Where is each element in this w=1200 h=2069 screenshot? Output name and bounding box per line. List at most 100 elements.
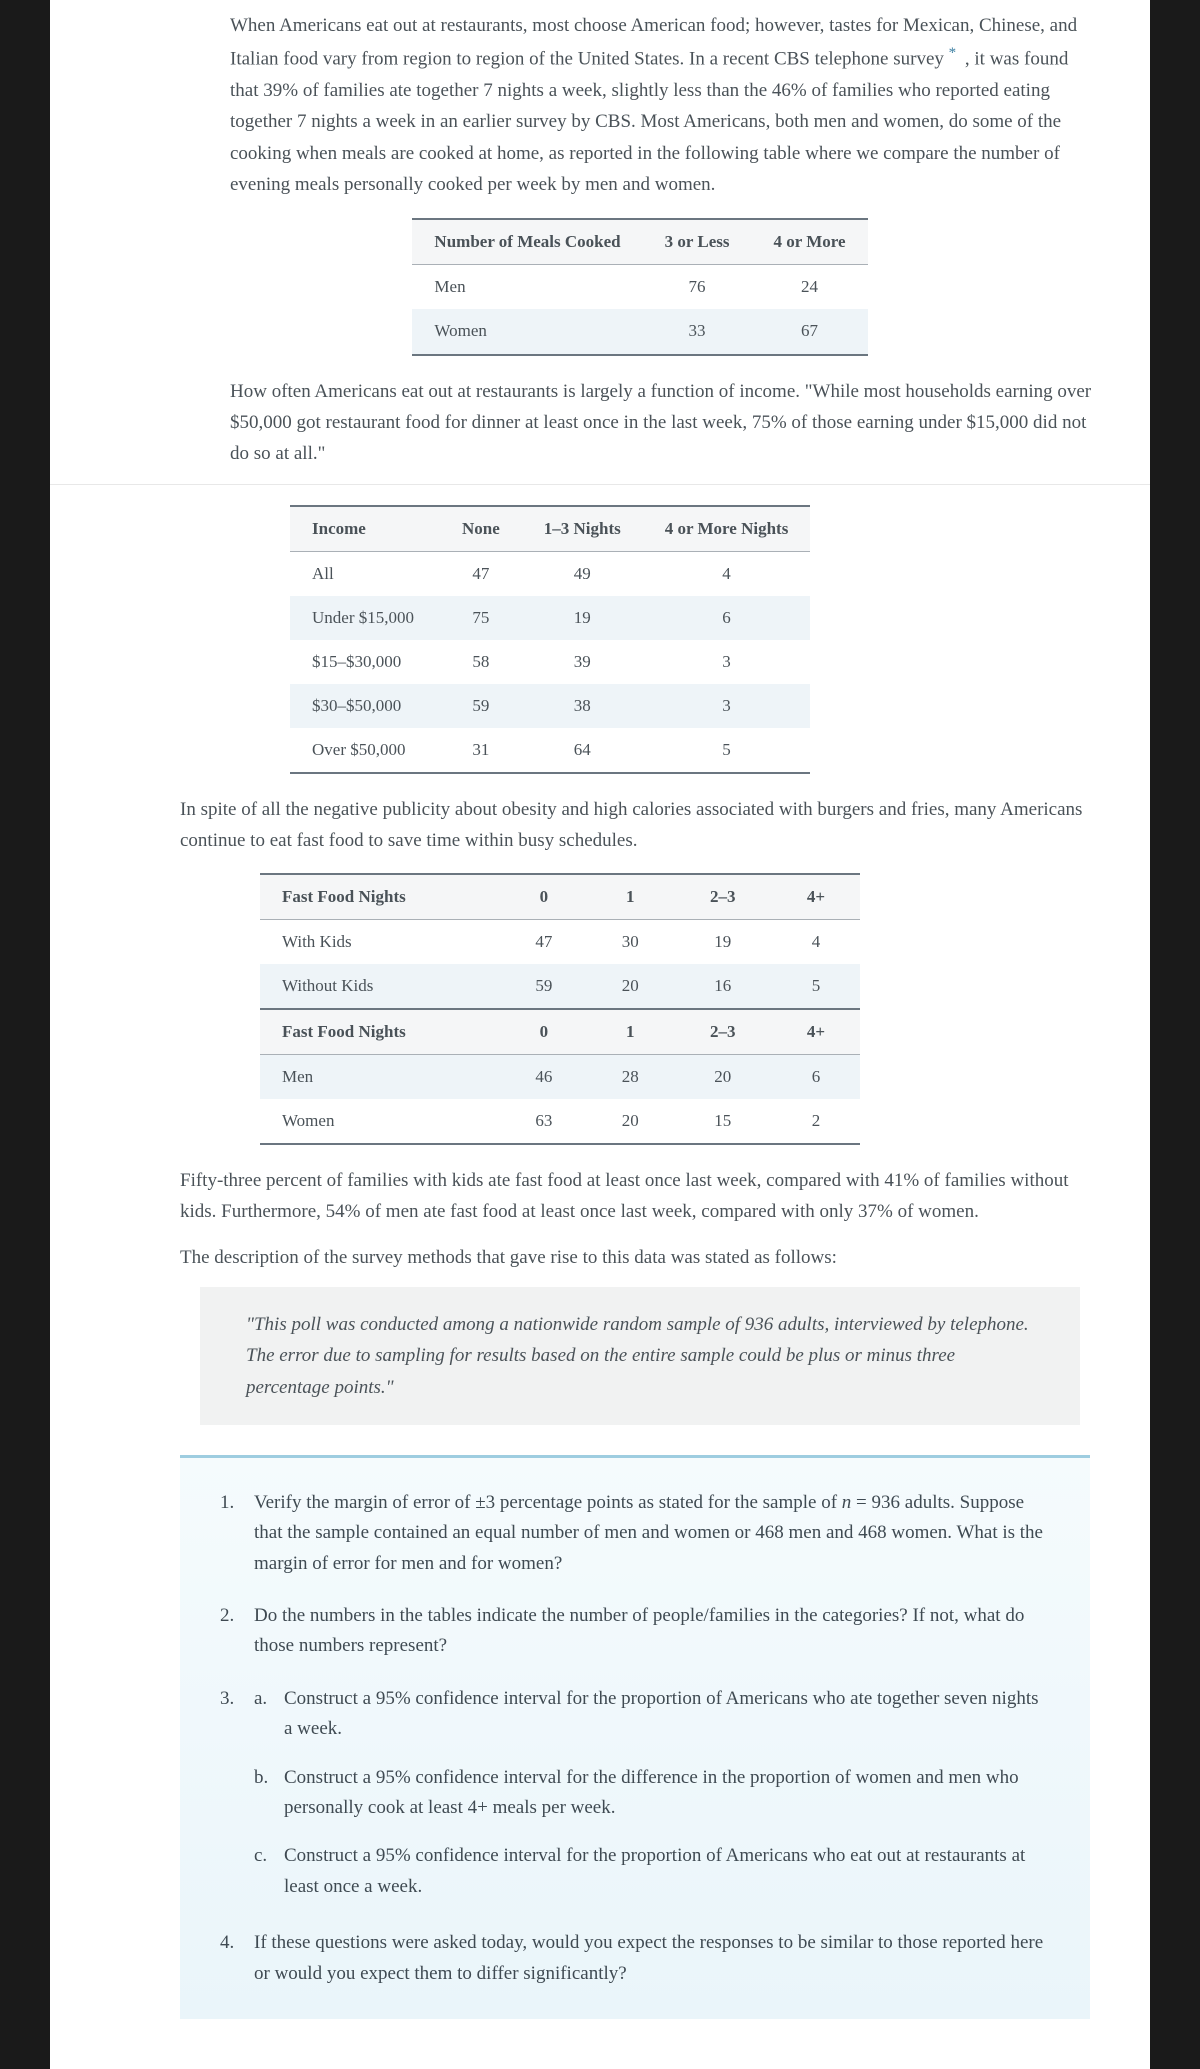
table-row: Men4628206 — [260, 1054, 860, 1099]
cell: 5 — [772, 964, 860, 1009]
cell: 3 — [643, 684, 811, 728]
cell: 20 — [587, 964, 673, 1009]
cell: 15 — [673, 1099, 771, 1144]
sub-number: c. — [254, 1841, 274, 1902]
cell: 28 — [587, 1054, 673, 1099]
cell: 75 — [440, 596, 522, 640]
math-variable: n — [842, 1492, 852, 1513]
cell: Men — [260, 1054, 501, 1099]
paragraph-intro: When Americans eat out at restaurants, m… — [230, 10, 1100, 200]
subquestion-a: a. Construct a 95% confidence interval f… — [254, 1684, 1050, 1745]
th: 3 or Less — [643, 219, 752, 265]
th: 4+ — [772, 1009, 860, 1055]
table-row: Without Kids5920165 — [260, 964, 860, 1009]
cell: $15–$30,000 — [290, 640, 440, 684]
table-fastfood: Fast Food Nights 0 1 2–3 4+ With Kids473… — [260, 873, 860, 1145]
subquestion-b: b. Construct a 95% confidence interval f… — [254, 1763, 1050, 1824]
th: 1 — [587, 874, 673, 920]
th: Income — [290, 506, 440, 552]
cell: 39 — [522, 640, 643, 684]
table-row: Over $50,00031645 — [290, 728, 810, 773]
paragraph-income: How often Americans eat out at restauran… — [230, 376, 1100, 470]
table-row: $30–$50,00059383 — [290, 684, 810, 728]
th: 2–3 — [673, 874, 771, 920]
cell: $30–$50,000 — [290, 684, 440, 728]
sub-body: Construct a 95% confidence interval for … — [284, 1684, 1050, 1745]
cell: 64 — [522, 728, 643, 773]
cell: 67 — [751, 309, 867, 354]
footnote-link[interactable]: * — [949, 45, 957, 61]
sub-body: Construct a 95% confidence interval for … — [284, 1841, 1050, 1902]
cell: 3 — [643, 640, 811, 684]
cell: 16 — [673, 964, 771, 1009]
th: 0 — [501, 874, 587, 920]
intro-text-b: , it was found that 39% of families ate … — [230, 49, 1068, 195]
cell: 33 — [643, 309, 752, 354]
cell: 31 — [440, 728, 522, 773]
sub-body: Construct a 95% confidence interval for … — [284, 1763, 1050, 1824]
cell: 4 — [772, 919, 860, 964]
cell: 30 — [587, 919, 673, 964]
question-body: Verify the margin of error of ±3 percent… — [254, 1488, 1050, 1579]
table-row: Women 33 67 — [412, 309, 867, 354]
question-1: 1. Verify the margin of error of ±3 perc… — [220, 1488, 1050, 1579]
cell: Without Kids — [260, 964, 501, 1009]
cell: 20 — [673, 1054, 771, 1099]
cell: 47 — [501, 919, 587, 964]
cell: 49 — [522, 551, 643, 596]
paragraph-comparison: Fifty-three percent of families with kid… — [180, 1165, 1100, 1228]
subquestion-c: c. Construct a 95% confidence interval f… — [254, 1841, 1050, 1902]
question-4: 4. If these questions were asked today, … — [220, 1928, 1050, 1989]
cell: 46 — [501, 1054, 587, 1099]
paragraph-fastfood: In spite of all the negative publicity a… — [180, 794, 1100, 857]
question-number: 2. — [220, 1601, 244, 1662]
quote-text: "This poll was conducted among a nationw… — [246, 1314, 1029, 1398]
table-row: All47494 — [290, 551, 810, 596]
table-row: $15–$30,00058393 — [290, 640, 810, 684]
table-row: Under $15,00075196 — [290, 596, 810, 640]
cell: 20 — [587, 1099, 673, 1144]
section-divider — [50, 484, 1150, 485]
th: 4 or More — [751, 219, 867, 265]
cell: 2 — [772, 1099, 860, 1144]
cell: 19 — [673, 919, 771, 964]
cell: 5 — [643, 728, 811, 773]
q-text: Verify the margin of error of ±3 percent… — [254, 1492, 842, 1513]
quote-block: "This poll was conducted among a nationw… — [200, 1287, 1080, 1425]
cell: 63 — [501, 1099, 587, 1144]
questions-panel: 1. Verify the margin of error of ±3 perc… — [180, 1455, 1090, 2019]
cell: Women — [412, 309, 642, 354]
th: 4 or More Nights — [643, 506, 811, 552]
th: Number of Meals Cooked — [412, 219, 642, 265]
cell: Women — [260, 1099, 501, 1144]
question-number: 4. — [220, 1928, 244, 1989]
cell: 6 — [643, 596, 811, 640]
cell: 6 — [772, 1054, 860, 1099]
cell: 4 — [643, 551, 811, 596]
question-body: Do the numbers in the tables indicate th… — [254, 1601, 1050, 1662]
th: 4+ — [772, 874, 860, 920]
table-row: Women6320152 — [260, 1099, 860, 1144]
cell: 76 — [643, 265, 752, 310]
question-body: If these questions were asked today, wou… — [254, 1928, 1050, 1989]
document-page: When Americans eat out at restaurants, m… — [50, 0, 1150, 2069]
th: 1 — [587, 1009, 673, 1055]
paragraph-method-intro: The description of the survey methods th… — [180, 1242, 1100, 1273]
question-number: 1. — [220, 1488, 244, 1579]
sub-number: a. — [254, 1684, 274, 1745]
cell: Under $15,000 — [290, 596, 440, 640]
th: Fast Food Nights — [260, 874, 501, 920]
table-row: Men 76 24 — [412, 265, 867, 310]
cell: 59 — [501, 964, 587, 1009]
cell: All — [290, 551, 440, 596]
table-income: Income None 1–3 Nights 4 or More Nights … — [290, 505, 810, 774]
cell: 47 — [440, 551, 522, 596]
cell: Over $50,000 — [290, 728, 440, 773]
cell: Men — [412, 265, 642, 310]
cell: 19 — [522, 596, 643, 640]
table-subheader: Fast Food Nights012–34+ — [260, 1009, 860, 1055]
question-2: 2. Do the numbers in the tables indicate… — [220, 1601, 1050, 1662]
th: 2–3 — [673, 1009, 771, 1055]
sub-number: b. — [254, 1763, 274, 1824]
th: 0 — [501, 1009, 587, 1055]
